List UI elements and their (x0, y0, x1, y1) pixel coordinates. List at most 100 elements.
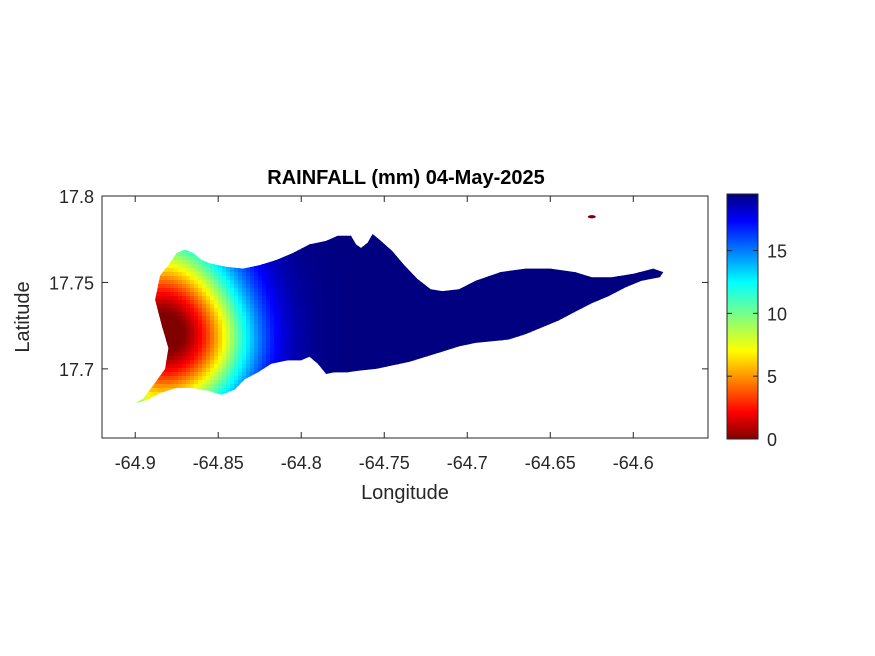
heat-cell (158, 264, 163, 269)
heat-cell (394, 348, 399, 353)
heat-cell (282, 392, 287, 397)
heat-cell (135, 320, 139, 325)
heat-cell (198, 432, 203, 437)
heat-cell (346, 308, 351, 313)
heat-cell (114, 264, 119, 269)
heat-cell (158, 244, 163, 249)
heat-cell (158, 376, 163, 381)
heat-cell (318, 244, 323, 249)
heat-cell (170, 332, 175, 337)
heat-cell (306, 196, 311, 201)
heat-cell (406, 388, 411, 393)
heat-cell (346, 316, 351, 321)
heat-cell (298, 400, 303, 404)
heat-cell (286, 424, 291, 429)
heat-cell (342, 256, 347, 261)
heat-cell (194, 396, 199, 401)
heat-cell (198, 308, 203, 313)
heat-cell (110, 308, 115, 313)
heat-cell (110, 236, 115, 241)
heat-cell (218, 236, 223, 241)
heat-cell (154, 348, 159, 353)
heat-cell (386, 420, 391, 425)
heat-cell (214, 276, 219, 281)
heat-cell (426, 244, 431, 249)
heat-cell (310, 296, 315, 301)
heat-cell (378, 404, 383, 409)
heat-cell (310, 412, 315, 417)
heat-cell (370, 416, 375, 421)
heat-cell (422, 236, 427, 241)
heat-cell (114, 196, 119, 201)
heat-cell (330, 272, 335, 277)
heat-cell (298, 316, 303, 321)
heat-cell (178, 320, 183, 325)
heat-cell (322, 264, 327, 269)
heat-cell (190, 234, 195, 237)
heat-cell (234, 228, 239, 233)
heat-cell (406, 352, 411, 357)
heat-cell (190, 408, 195, 413)
heat-cell (130, 404, 135, 409)
heat-cell (382, 408, 387, 413)
heat-cell (262, 352, 267, 357)
heat-cell (426, 372, 431, 377)
heat-cell (378, 312, 383, 317)
heat-cell (214, 424, 219, 429)
heat-cell (366, 340, 371, 345)
heat-cell (402, 268, 407, 273)
heat-cell (178, 212, 183, 217)
heat-cell (250, 204, 255, 209)
heat-cell (110, 400, 115, 405)
heat-cell (322, 252, 327, 257)
heat-cell (322, 208, 327, 213)
heat-cell (410, 336, 415, 341)
heat-cell (414, 324, 419, 329)
heat-cell (166, 376, 171, 381)
heat-cell (258, 328, 263, 333)
heat-cell (390, 352, 395, 357)
heat-cell (174, 368, 179, 373)
heat-cell (166, 272, 171, 277)
heat-cell (246, 252, 251, 257)
heat-cell (350, 256, 355, 261)
heat-cell (114, 216, 119, 221)
heat-cell (290, 364, 295, 369)
heat-cell (378, 272, 383, 277)
heat-cell (118, 292, 123, 297)
heat-cell (390, 328, 395, 333)
heat-cell (398, 296, 403, 301)
heat-cell (390, 272, 395, 277)
heat-cell (390, 300, 395, 305)
heat-cell (314, 288, 319, 293)
heat-cell (250, 416, 255, 421)
heat-cell (406, 384, 411, 389)
heat-cell (202, 336, 207, 341)
heat-cell (306, 328, 311, 333)
heat-cell (414, 272, 419, 277)
heat-cell (418, 396, 423, 401)
heat-cell (122, 284, 127, 289)
heat-cell (334, 384, 339, 389)
heat-cell (214, 376, 219, 381)
heat-cell (138, 228, 143, 233)
heat-cell (302, 248, 307, 253)
heat-cell (110, 428, 115, 433)
heat-cell (166, 424, 171, 429)
heat-cell (258, 304, 263, 309)
heat-cell (314, 244, 319, 249)
heat-cell (178, 240, 183, 245)
heat-cell (302, 336, 307, 341)
heat-cell (242, 336, 247, 341)
heat-cell (358, 348, 363, 353)
heat-cell (150, 256, 155, 261)
heat-cell (214, 328, 219, 333)
heat-cell (206, 304, 211, 309)
heat-cell (270, 312, 275, 317)
heat-cell (354, 400, 359, 404)
heat-cell (298, 308, 303, 313)
heat-cell (114, 408, 119, 413)
heat-cell (306, 276, 311, 281)
heat-cell (406, 336, 411, 341)
heat-cell (135, 392, 139, 397)
